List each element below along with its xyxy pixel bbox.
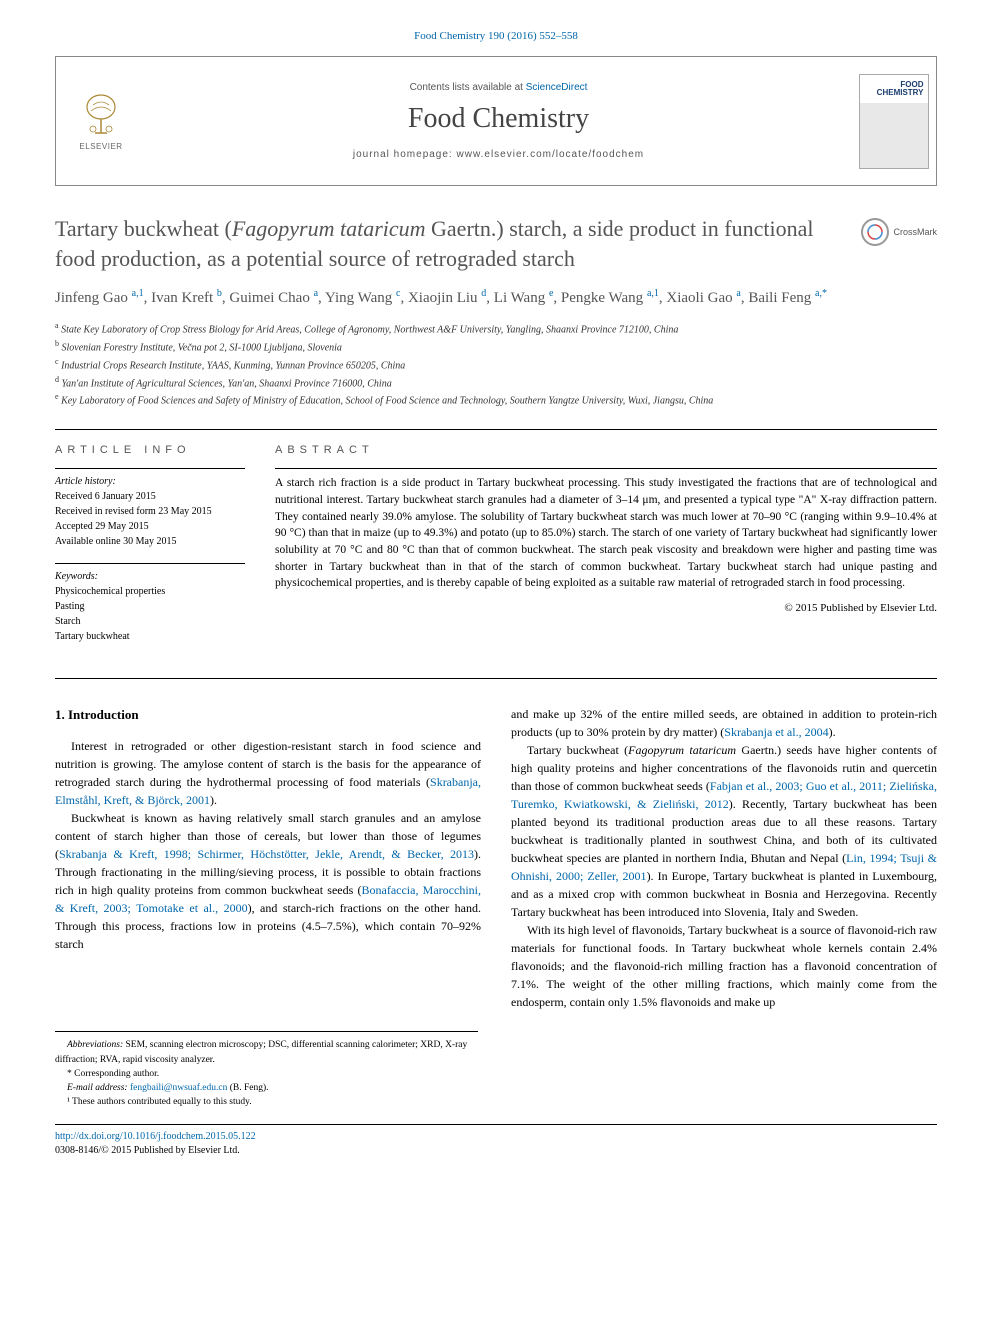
keywords-label: Keywords:: [55, 569, 245, 584]
article-info-heading: ARTICLE INFO: [55, 444, 245, 456]
homepage-prefix: journal homepage:: [353, 149, 457, 160]
divider-top: [55, 429, 937, 430]
body-paragraph: Interest in retrograded or other digesti…: [55, 737, 481, 809]
affiliation-line: b Slovenian Forestry Institute, Večna po…: [55, 338, 937, 356]
doi-link[interactable]: http://dx.doi.org/10.1016/j.foodchem.201…: [55, 1130, 937, 1144]
affiliations-block: a State Key Laboratory of Crop Stress Bi…: [55, 320, 937, 409]
article-history-block: Article history: Received 6 January 2015…: [55, 468, 245, 549]
keyword-line: Starch: [55, 614, 245, 629]
sciencedirect-link[interactable]: ScienceDirect: [526, 82, 588, 93]
citation-header: Food Chemistry 190 (2016) 552–558: [55, 30, 937, 42]
body-paragraph: Tartary buckwheat (Fagopyrum tataricum G…: [511, 741, 937, 921]
journal-cover-cell: FOODCHEMISTRY: [851, 57, 936, 185]
footnote-email: E-mail address: fengbaili@nwsuaf.edu.cn …: [55, 1081, 478, 1095]
body-columns: 1. Introduction Interest in retrograded …: [55, 705, 937, 1011]
keyword-line: Tartary buckwheat: [55, 629, 245, 644]
email-link[interactable]: fengbaili@nwsuaf.edu.cn: [130, 1083, 227, 1093]
abstract-column: ABSTRACT A starch rich fraction is a sid…: [275, 444, 937, 658]
footnotes-block: Abbreviations: SEM, scanning electron mi…: [55, 1031, 478, 1109]
keyword-line: Pasting: [55, 599, 245, 614]
crossmark-icon: [861, 218, 889, 246]
journal-cover-thumbnail[interactable]: FOODCHEMISTRY: [859, 74, 929, 169]
elsevier-label: ELSEVIER: [79, 142, 122, 151]
footnote-contribution: ¹ These authors contributed equally to t…: [55, 1095, 478, 1109]
body-paragraph: and make up 32% of the entire milled see…: [511, 705, 937, 741]
footnote-abbreviations: Abbreviations: SEM, scanning electron mi…: [55, 1038, 478, 1067]
affiliation-line: c Industrial Crops Research Institute, Y…: [55, 356, 937, 374]
history-label: Article history:: [55, 474, 245, 489]
history-line: Available online 30 May 2015: [55, 534, 245, 549]
journal-homepage-line: journal homepage: www.elsevier.com/locat…: [353, 149, 644, 160]
publisher-logo-cell: ELSEVIER: [56, 57, 146, 185]
introduction-heading: 1. Introduction: [55, 705, 481, 725]
journal-name: Food Chemistry: [408, 103, 589, 135]
title-row: Tartary buckwheat (Fagopyrum tataricum G…: [55, 214, 937, 273]
cover-title: FOODCHEMISTRY: [877, 81, 924, 99]
body-right-column: and make up 32% of the entire milled see…: [511, 705, 937, 1011]
body-paragraph: With its high level of flavonoids, Tarta…: [511, 921, 937, 1011]
authors-line: Jinfeng Gao a,1, Ivan Kreft b, Guimei Ch…: [55, 287, 937, 310]
footnote-corresponding: * Corresponding author.: [55, 1067, 478, 1081]
history-line: Accepted 29 May 2015: [55, 519, 245, 534]
keywords-block: Keywords: Physicochemical propertiesPast…: [55, 563, 245, 644]
body-left-column: 1. Introduction Interest in retrograded …: [55, 705, 481, 1011]
contents-available-line: Contents lists available at ScienceDirec…: [410, 82, 588, 93]
article-info-column: ARTICLE INFO Article history: Received 6…: [55, 444, 275, 658]
elsevier-tree-icon: [77, 91, 125, 139]
article-title: Tartary buckwheat (Fagopyrum tataricum G…: [55, 214, 843, 273]
crossmark-label: CrossMark: [893, 227, 937, 237]
abstract-heading: ABSTRACT: [275, 444, 937, 456]
journal-header-center: Contents lists available at ScienceDirec…: [146, 57, 851, 185]
keyword-line: Physicochemical properties: [55, 584, 245, 599]
contents-prefix: Contents lists available at: [410, 82, 526, 93]
homepage-url[interactable]: www.elsevier.com/locate/foodchem: [457, 149, 645, 160]
journal-header-box: ELSEVIER Contents lists available at Sci…: [55, 56, 937, 186]
crossmark-badge[interactable]: CrossMark: [861, 218, 937, 246]
affiliation-line: a State Key Laboratory of Crop Stress Bi…: [55, 320, 937, 338]
history-line: Received 6 January 2015: [55, 489, 245, 504]
history-line: Received in revised form 23 May 2015: [55, 504, 245, 519]
abstract-copyright: © 2015 Published by Elsevier Ltd.: [275, 602, 937, 614]
elsevier-logo[interactable]: ELSEVIER: [69, 81, 134, 161]
issn-copyright: 0308-8146/© 2015 Published by Elsevier L…: [55, 1144, 937, 1158]
divider-mid: [55, 678, 937, 679]
info-abstract-row: ARTICLE INFO Article history: Received 6…: [55, 444, 937, 658]
abstract-text: A starch rich fraction is a side product…: [275, 468, 937, 592]
body-paragraph: Buckwheat is known as having relatively …: [55, 809, 481, 953]
footer-bar: http://dx.doi.org/10.1016/j.foodchem.201…: [55, 1124, 937, 1158]
affiliation-line: e Key Laboratory of Food Sciences and Sa…: [55, 391, 937, 409]
affiliation-line: d Yan'an Institute of Agricultural Scien…: [55, 374, 937, 392]
